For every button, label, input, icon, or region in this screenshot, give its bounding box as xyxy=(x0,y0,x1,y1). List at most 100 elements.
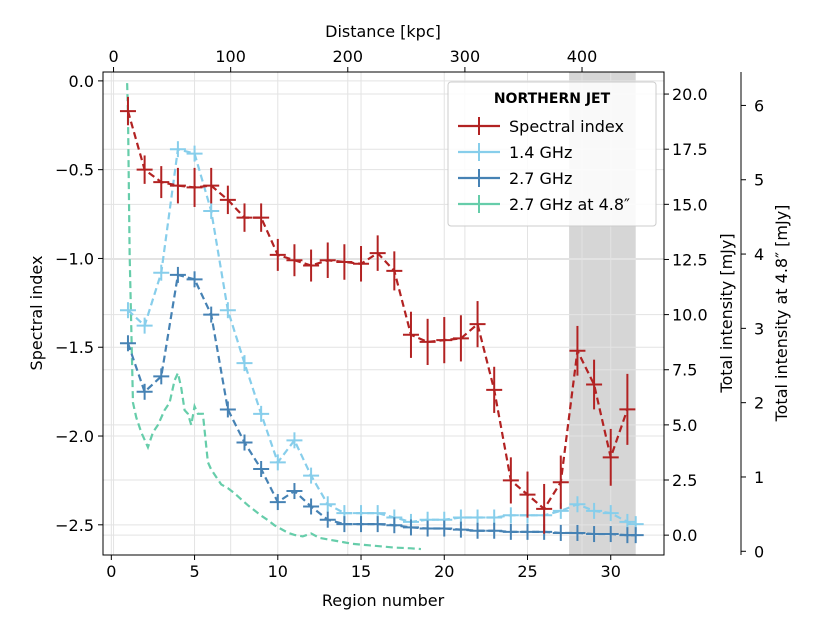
y3-tick-label: 0 xyxy=(754,542,764,561)
data-point-spectral-index xyxy=(419,318,436,365)
data-point-1-4ghz xyxy=(119,302,136,319)
top-x-axis-label: Distance [kpc] xyxy=(325,22,441,41)
legend-label: 2.7 GHz xyxy=(509,169,572,188)
y3-tick-label: 5 xyxy=(754,171,764,190)
data-point-1-4ghz xyxy=(169,141,186,158)
data-point-2-7ghz xyxy=(336,516,353,533)
y2-tick-label: 15.0 xyxy=(672,195,708,214)
data-point-spectral-index xyxy=(136,155,153,184)
data-point-1-4ghz xyxy=(286,432,303,449)
data-point-spectral-index xyxy=(486,366,503,413)
data-point-spectral-index xyxy=(286,244,303,277)
plot-frame xyxy=(102,71,665,556)
data-point-spectral-index xyxy=(452,315,469,362)
x-tick-label: 0 xyxy=(106,562,116,581)
data-point-1-4ghz xyxy=(203,202,220,219)
data-point-2-7ghz xyxy=(452,521,469,538)
data-point-1-4ghz xyxy=(502,507,519,524)
legend-label: Spectral index xyxy=(509,117,624,136)
y2-tick-label: 5.0 xyxy=(672,416,697,435)
data-point-1-4ghz xyxy=(319,496,336,513)
data-point-spectral-index xyxy=(303,249,320,282)
y-tick-label: −2.0 xyxy=(55,427,94,446)
y-tick-label: −1.5 xyxy=(55,338,94,357)
data-point-1-4ghz xyxy=(153,264,170,281)
data-point-spectral-index xyxy=(569,325,586,376)
data-point-spectral-index xyxy=(336,244,353,280)
legend-label: 2.7 GHz at 4.8″ xyxy=(509,195,630,214)
data-point-spectral-index xyxy=(602,428,619,486)
data-point-2-7ghz xyxy=(402,519,419,536)
data-point-2-7ghz xyxy=(319,511,336,528)
y3-tick-label: 3 xyxy=(754,319,764,338)
data-point-spectral-index xyxy=(402,311,419,358)
data-point-2-7ghz xyxy=(486,522,503,539)
data-point-1-4ghz xyxy=(186,145,203,162)
data-point-2-7ghz xyxy=(236,434,253,451)
data-point-2-7ghz xyxy=(136,383,153,400)
legend-entries: Spectral index 1.4 GHz 2.7 GHz 2.7 GHz at 4… xyxy=(458,117,630,214)
data-point-spectral-index xyxy=(353,246,370,282)
data-point-2-7ghz xyxy=(552,524,569,541)
top-x-tick-label: 400 xyxy=(567,47,598,66)
data-point-2-7ghz xyxy=(519,523,536,540)
data-point-spectral-index xyxy=(552,455,569,509)
data-point-spectral-index xyxy=(203,167,220,204)
top-x-tick-label: 200 xyxy=(333,47,364,66)
data-point-2-7ghz xyxy=(627,527,644,544)
data-point-spectral-index xyxy=(586,359,603,410)
data-point-2-7ghz xyxy=(502,523,519,540)
data-point-spectral-index xyxy=(219,185,236,215)
data-point-2-7ghz xyxy=(386,517,403,534)
data-point-1-4ghz xyxy=(253,405,270,422)
legend-box xyxy=(447,81,657,227)
data-point-2-7ghz xyxy=(569,524,586,541)
x-tick-label: 10 xyxy=(268,562,288,581)
y-tick-label: −1.0 xyxy=(55,249,94,268)
legend-entry: 2.7 GHz at 4.8″ xyxy=(458,195,630,214)
y2-tick-label: 10.0 xyxy=(672,306,708,325)
y2-tick-label: 2.5 xyxy=(672,471,697,490)
data-point-1-4ghz xyxy=(602,505,619,522)
data-point-2-7ghz xyxy=(369,516,386,533)
data-point-spectral-index xyxy=(153,166,170,199)
data-point-spectral-index xyxy=(436,317,453,364)
data-point-spectral-index xyxy=(319,242,336,278)
series-line-2-7ghz-4-8 xyxy=(126,83,422,551)
data-point-spectral-index xyxy=(469,301,486,348)
data-point-2-7ghz xyxy=(186,271,203,288)
data-point-2-7ghz xyxy=(303,498,320,515)
legend-label: 1.4 GHz xyxy=(509,143,572,162)
y-tick-label: 0.0 xyxy=(69,72,94,91)
data-point-2-7ghz xyxy=(602,526,619,543)
top-x-tick-label: 100 xyxy=(215,47,246,66)
y3-tick-label: 6 xyxy=(754,96,764,115)
x-tick-label: 30 xyxy=(601,562,621,581)
data-point-spectral-index xyxy=(386,251,403,291)
data-point-spectral-index xyxy=(169,167,186,204)
data-point-2-7ghz xyxy=(353,516,370,533)
data-point-2-7ghz xyxy=(253,460,270,477)
top-x-tick-label: 300 xyxy=(450,47,481,66)
data-point-2-7ghz xyxy=(419,520,436,537)
data-point-spectral-index xyxy=(519,471,536,518)
y2-axis-label: Total intensity [mJy] xyxy=(717,233,736,393)
y3-axis-label: Total intensity at 4.8″ [mJy] xyxy=(772,205,791,423)
y2-tick-label: 0.0 xyxy=(672,526,697,545)
data-point-spectral-index xyxy=(119,96,136,126)
top-x-tick-label: 0 xyxy=(108,47,118,66)
data-point-spectral-index xyxy=(269,238,286,271)
x-tick-label: 15 xyxy=(351,562,371,581)
legend-entry: 1.4 GHz xyxy=(458,143,572,162)
y-tick-label: −0.5 xyxy=(55,161,94,180)
series-layer xyxy=(119,83,644,551)
legend-title: NORTHERN JET xyxy=(494,91,611,107)
y-tick-label: −2.5 xyxy=(55,516,94,535)
data-point-2-7ghz xyxy=(219,401,236,418)
data-point-spectral-index xyxy=(369,235,386,271)
data-point-spectral-index xyxy=(236,203,253,232)
data-point-spectral-index xyxy=(253,203,270,232)
data-point-1-4ghz xyxy=(219,302,236,319)
x-tick-label: 5 xyxy=(189,562,199,581)
